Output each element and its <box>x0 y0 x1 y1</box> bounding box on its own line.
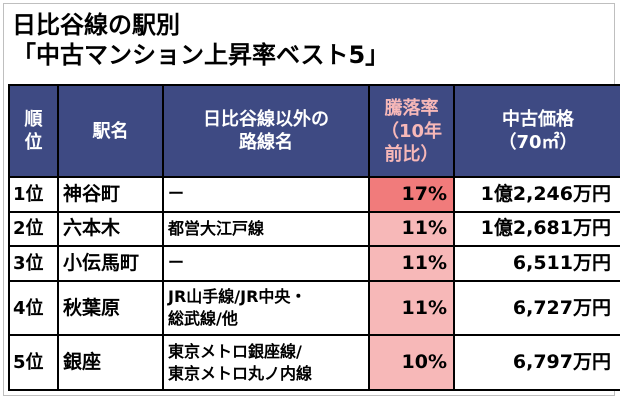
rate-cell: 11% <box>370 212 453 246</box>
table-header-row: 順 位 駅名 日比谷線以外の 路線名 騰落率 （10年 前比） 中古価格 （70… <box>10 86 620 176</box>
header-other-lines-line-2: 路線名 <box>239 132 293 153</box>
header-rate: 騰落率 （10年 前比） <box>370 86 453 176</box>
rank-cell: 2位 <box>10 212 57 246</box>
other-lines-cell: 東京メトロ銀座線/ 東京メトロ丸ノ内線 <box>164 336 368 389</box>
other-lines-cell: ー <box>164 178 368 211</box>
table-row: 5位 銀座 東京メトロ銀座線/ 東京メトロ丸ノ内線 10% 6,797万円 <box>10 336 620 389</box>
header-rate-line-1: 騰落率 <box>384 97 439 119</box>
title-line-1: 日比谷線の駅別 <box>12 11 180 39</box>
table-row: 1位 神谷町 ー 17% 1億2,246万円 <box>10 178 620 211</box>
header-rate-line-2: （10年 <box>380 120 443 142</box>
header-price-line-2: （70㎡） <box>498 132 578 153</box>
station-cell: 六本木 <box>59 212 162 246</box>
other-lines-text-line-1: JR山手線/JR中央・ <box>168 287 307 307</box>
header-other-lines: 日比谷線以外の 路線名 <box>164 86 368 176</box>
title-line-2: 「中古マンション上昇率ベスト5」 <box>12 41 390 69</box>
rank-cell: 3位 <box>10 247 57 280</box>
table-row: 4位 秋葉原 JR山手線/JR中央・ 総武線/他 11% 6,727万円 <box>10 281 620 335</box>
rate-cell: 17% <box>370 178 453 211</box>
station-cell: 秋葉原 <box>59 281 162 335</box>
header-station: 駅名 <box>59 86 162 176</box>
rank-cell: 1位 <box>10 178 57 211</box>
other-lines-text-line-2: 東京メトロ丸ノ内線 <box>168 363 313 383</box>
header-other-lines-line-1: 日比谷線以外の <box>203 109 329 130</box>
price-cell: 6,511万円 <box>455 247 620 280</box>
station-cell: 神谷町 <box>59 178 162 211</box>
rank-cell: 4位 <box>10 281 57 335</box>
station-cell: 銀座 <box>59 336 162 389</box>
page-title: 日比谷線の駅別 「中古マンション上昇率ベスト5」 <box>12 10 389 70</box>
header-price: 中古価格 （70㎡） <box>455 86 620 176</box>
header-rank-line-1: 順 <box>24 109 43 130</box>
header-rank: 順 位 <box>10 86 57 176</box>
other-lines-text: 都営大江戸線 <box>168 218 265 238</box>
table-row: 2位 六本木 都営大江戸線 11% 1億2,681万円 <box>10 212 620 246</box>
station-cell: 小伝馬町 <box>59 247 162 280</box>
other-lines-cell: 都営大江戸線 <box>164 212 368 246</box>
header-price-line-1: 中古価格 <box>502 109 574 130</box>
other-lines-text-line-1: 東京メトロ銀座線/ <box>168 341 302 361</box>
other-lines-text-line-2: 総武線/他 <box>168 309 238 329</box>
rank-cell: 5位 <box>10 336 57 389</box>
other-lines-text: ー <box>168 253 185 273</box>
price-cell: 6,727万円 <box>455 281 620 335</box>
price-cell: 1億2,681万円 <box>455 212 620 246</box>
rate-cell: 11% <box>370 281 453 335</box>
other-lines-cell: JR山手線/JR中央・ 総武線/他 <box>164 281 368 335</box>
table-row: 3位 小伝馬町 ー 11% 6,511万円 <box>10 247 620 280</box>
rate-cell: 11% <box>370 247 453 280</box>
ranking-table: 順 位 駅名 日比谷線以外の 路線名 騰落率 （10年 前比） 中古価格 （70… <box>8 84 620 391</box>
header-rate-line-3: 前比） <box>384 143 439 165</box>
price-cell: 1億2,246万円 <box>455 178 620 211</box>
other-lines-cell: ー <box>164 247 368 280</box>
price-cell: 6,797万円 <box>455 336 620 389</box>
rate-cell: 10% <box>370 336 453 389</box>
header-rank-line-2: 位 <box>24 132 43 153</box>
other-lines-text: ー <box>168 184 185 204</box>
